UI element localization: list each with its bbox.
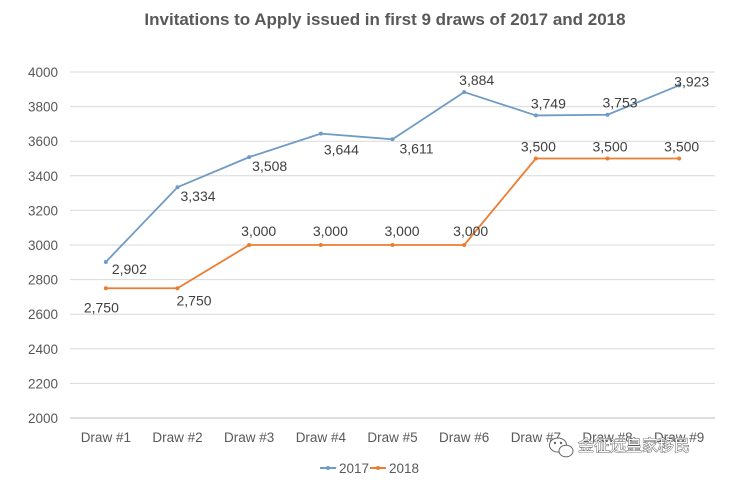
x-tick-label: Draw #8 bbox=[582, 430, 632, 445]
y-tick-label: 3600 bbox=[28, 134, 58, 149]
x-tick-label: Draw #3 bbox=[224, 430, 274, 445]
data-point-2018 bbox=[247, 243, 252, 247]
data-point-2018 bbox=[533, 156, 538, 161]
data-labels: 2,902 3,334 3,508 3,644 3,611 3,884 3,749 3,753… bbox=[84, 72, 710, 315]
data-point-2017 bbox=[175, 185, 180, 190]
watermark-text: 金征远皇家移民 bbox=[578, 436, 690, 455]
data-point-2017 bbox=[390, 137, 395, 142]
data-label-2017: 3,749 bbox=[531, 95, 566, 111]
data-label-2017: 2,902 bbox=[112, 261, 147, 277]
legend-marker-2018 bbox=[376, 466, 380, 470]
data-point-2018 bbox=[677, 156, 682, 161]
data-point-2017 bbox=[462, 90, 467, 95]
data-label-2018: 3,500 bbox=[521, 139, 556, 155]
data-point-2018 bbox=[175, 286, 180, 291]
wechat-icon bbox=[549, 437, 574, 458]
data-point-2017 bbox=[533, 113, 538, 118]
data-label-2018: 3,000 bbox=[241, 223, 276, 239]
x-tick-label: Draw #2 bbox=[152, 430, 202, 445]
data-label-2017: 3,753 bbox=[603, 95, 638, 111]
data-label-2017: 3,923 bbox=[674, 73, 709, 89]
data-point-2017 bbox=[247, 155, 252, 160]
data-point-2017 bbox=[605, 112, 610, 117]
data-label-2017: 3,334 bbox=[181, 188, 216, 204]
data-label-2017: 3,508 bbox=[252, 158, 287, 174]
data-point-2018 bbox=[390, 243, 395, 247]
data-label-2017: 3,644 bbox=[324, 142, 359, 158]
data-point-2017 bbox=[677, 83, 682, 88]
x-tick-label: Draw #4 bbox=[296, 430, 347, 445]
data-point-2017 bbox=[318, 131, 323, 136]
y-tick-label: 2200 bbox=[28, 376, 58, 391]
y-tick-label: 3200 bbox=[28, 203, 58, 218]
data-label-2018: 3,000 bbox=[313, 223, 348, 239]
y-tick-label: 3800 bbox=[28, 100, 58, 115]
x-tick-label: Draw #7 bbox=[511, 430, 561, 445]
data-label-2018: 2,750 bbox=[177, 292, 212, 308]
legend-label-2018: 2018 bbox=[389, 461, 419, 476]
legend-marker-2017 bbox=[326, 466, 330, 470]
legend-label-2017: 2017 bbox=[339, 461, 369, 476]
y-tick-label: 2000 bbox=[28, 411, 58, 426]
data-label-2018: 3,000 bbox=[453, 223, 488, 239]
data-point-2018 bbox=[462, 243, 467, 247]
y-tick-label: 4000 bbox=[28, 65, 58, 80]
x-tick-label: Draw #6 bbox=[439, 430, 489, 445]
x-tick-label: Draw #9 bbox=[654, 430, 704, 445]
y-tick-label: 2400 bbox=[28, 342, 58, 357]
y-tick-label: 3000 bbox=[28, 238, 58, 253]
watermark: 金征远皇家移民 bbox=[549, 436, 690, 458]
data-label-2018: 2,750 bbox=[84, 299, 119, 315]
series-lines bbox=[103, 83, 682, 291]
x-axis-ticks: Draw #1 Draw #2 Draw #3 Draw #4 Draw #5 Draw … bbox=[81, 430, 705, 445]
data-label-2018: 3,500 bbox=[664, 139, 699, 155]
y-tick-label: 3400 bbox=[28, 169, 58, 184]
data-label-2018: 3,000 bbox=[385, 223, 420, 239]
data-label-2017: 3,611 bbox=[400, 140, 434, 156]
x-tick-label: Draw #5 bbox=[367, 430, 417, 445]
x-tick-label: Draw #1 bbox=[81, 430, 131, 445]
legend: 2017 2018 bbox=[320, 461, 419, 476]
data-point-2018 bbox=[605, 156, 610, 161]
data-point-2017 bbox=[103, 259, 108, 264]
data-point-2018 bbox=[103, 286, 108, 291]
data-label-2018: 3,500 bbox=[593, 139, 628, 155]
y-tick-label: 2600 bbox=[28, 307, 58, 322]
y-tick-label: 2800 bbox=[28, 273, 58, 288]
y-axis-ticks: 2000 2200 2400 2600 2800 3000 3200 3400 3600 3800… bbox=[28, 65, 58, 426]
data-point-2018 bbox=[318, 243, 323, 247]
data-label-2017: 3,884 bbox=[459, 72, 494, 88]
chart-title: Invitations to Apply issued in first 9 d… bbox=[144, 10, 625, 29]
